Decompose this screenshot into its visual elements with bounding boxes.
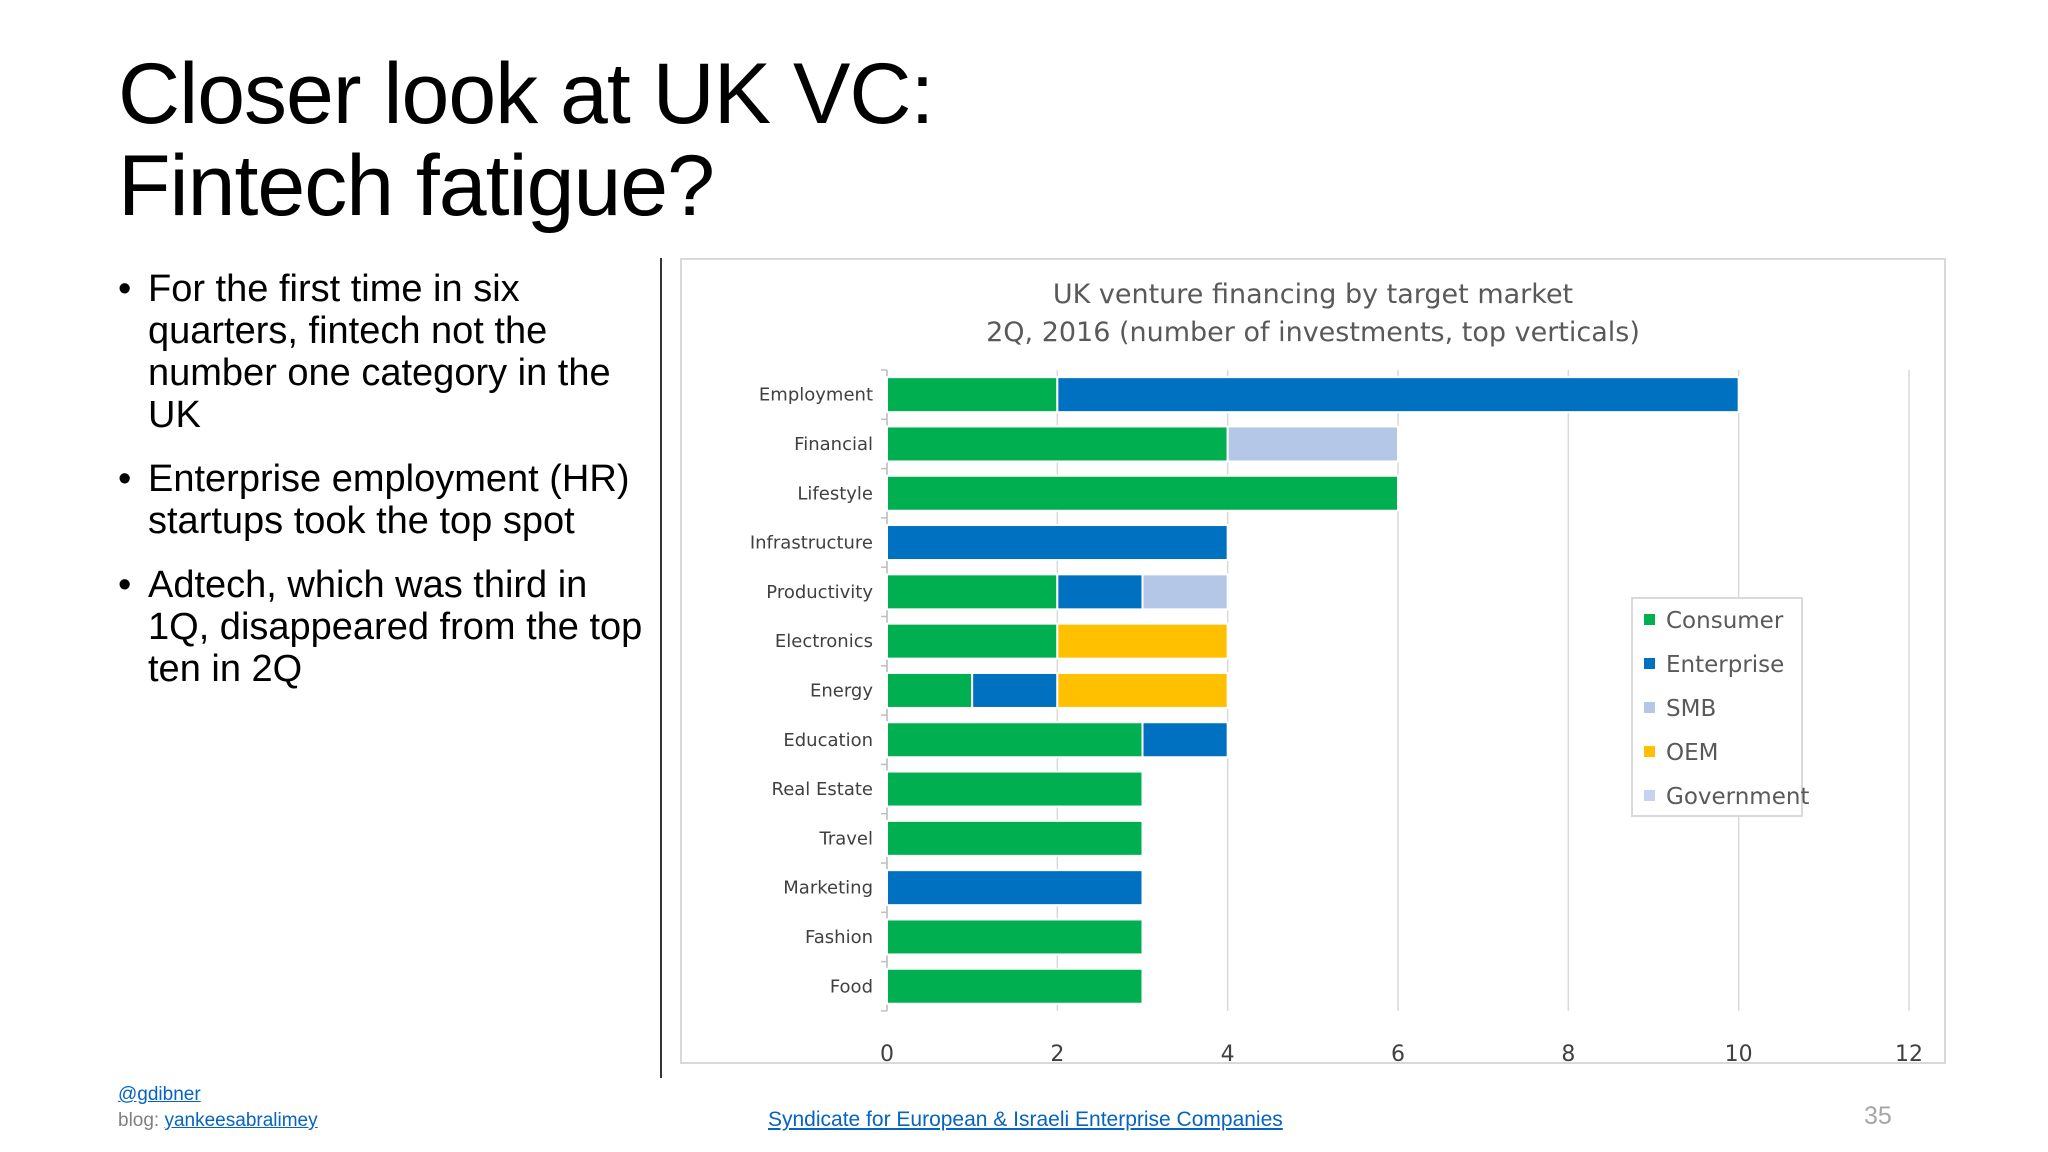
legend-label: Consumer — [1666, 608, 1784, 634]
legend: Consumer Enterprise SMB OEM Government — [1631, 597, 1809, 817]
chart-title-line1: UK venture financing by target market — [1053, 279, 1573, 310]
bar-segment — [886, 376, 1059, 414]
x-tick-labels: 0 2 4 6 8 10 12 — [880, 1042, 1923, 1064]
legend-label: Enterprise — [1666, 652, 1784, 678]
x-tick-label: 6 — [1391, 1042, 1405, 1064]
legend-box — [1631, 597, 1803, 817]
x-tick-label: 2 — [1050, 1042, 1064, 1064]
bar-segment — [971, 671, 1059, 709]
legend-label: SMB — [1666, 696, 1716, 722]
category-label: Electronics — [775, 631, 873, 652]
category-label: Marketing — [783, 878, 873, 899]
bullet-item: • Enterprise employment (HR) startups to… — [118, 458, 658, 542]
blog-credit: blog: yankeesabralimey — [118, 1110, 318, 1132]
bar-segment — [886, 819, 1144, 857]
bullet-dot: • — [118, 268, 132, 310]
bullet-list: • For the first time in six quarters, fi… — [118, 268, 658, 712]
bar-segment — [1141, 721, 1229, 759]
bar-segment — [1056, 671, 1229, 709]
category-label: Productivity — [766, 582, 873, 603]
category-label: Energy — [810, 680, 873, 701]
category-label: Employment — [759, 385, 873, 406]
page-number: 35 — [1864, 1102, 1892, 1130]
category-label: Education — [783, 730, 873, 751]
sieec-link[interactable]: Syndicate for European & Israeli Enterpr… — [768, 1108, 1283, 1131]
category-label: Travel — [818, 828, 873, 849]
bar-segment — [886, 671, 974, 709]
bullet-dot: • — [118, 564, 132, 606]
bar-segment — [886, 918, 1144, 956]
bars — [886, 376, 1740, 1005]
category-label: Food — [830, 976, 873, 997]
category-labels: Employment Financial Lifestyle Infrastructu… — [750, 385, 874, 998]
bar-segment — [1141, 573, 1229, 611]
legend-label: Government — [1666, 784, 1809, 810]
bar-segment — [886, 425, 1229, 463]
bullet-text: Enterprise employment (HR) startups took… — [148, 458, 630, 542]
bullet-text: Adtech, which was third in 1Q, disappear… — [148, 564, 643, 690]
category-label: Lifestyle — [797, 483, 873, 504]
legend-swatch — [1644, 746, 1655, 757]
bar-segment — [886, 967, 1144, 1005]
legend-swatch — [1644, 702, 1655, 713]
category-label: Fashion — [805, 927, 873, 948]
bar-segment — [886, 573, 1059, 611]
bar-segment — [886, 622, 1059, 660]
blog-link[interactable]: yankeesabralimey — [164, 1110, 318, 1131]
blog-prefix: blog: — [118, 1110, 160, 1131]
slide-title-line2: Fintech fatigue? — [118, 138, 715, 234]
bullet-text: For the first time in six quarters, fint… — [148, 268, 611, 436]
slide-title: Closer look at UK VC: Fintech fatigue? — [118, 46, 934, 234]
slide-title-line1: Closer look at UK VC: — [118, 46, 934, 142]
bullet-item: • Adtech, which was third in 1Q, disappe… — [118, 564, 658, 690]
bar-chart: UK venture financing by target market 2Q… — [750, 279, 1923, 1064]
category-label: Financial — [794, 434, 873, 455]
x-tick-label: 10 — [1725, 1042, 1753, 1064]
category-label: Real Estate — [772, 779, 874, 800]
vertical-divider — [660, 258, 662, 1078]
category-label: Infrastructure — [750, 533, 873, 554]
bar-segment — [886, 869, 1144, 907]
x-tick-label: 4 — [1221, 1042, 1235, 1064]
legend-swatch — [1644, 790, 1655, 801]
x-tick-label: 0 — [880, 1042, 894, 1064]
x-tick-label: 12 — [1895, 1042, 1923, 1064]
bar-segment — [1056, 376, 1740, 414]
twitter-handle-link[interactable]: @gdibner — [118, 1084, 201, 1105]
bar-segment — [1056, 622, 1229, 660]
bar-segment — [886, 770, 1144, 808]
chart-title-line2: 2Q, 2016 (number of investments, top ver… — [986, 317, 1640, 348]
bar-segment — [886, 721, 1144, 759]
bar-segment — [1226, 425, 1400, 463]
legend-label: OEM — [1666, 740, 1718, 766]
x-tick-label: 8 — [1561, 1042, 1575, 1064]
bar-segment — [1056, 573, 1144, 611]
bar-segment — [886, 474, 1399, 512]
bullet-dot: • — [118, 458, 132, 500]
bullet-item: • For the first time in six quarters, fi… — [118, 268, 658, 436]
legend-swatch — [1644, 614, 1655, 625]
legend-swatch — [1644, 658, 1655, 669]
bar-segment — [886, 524, 1229, 562]
